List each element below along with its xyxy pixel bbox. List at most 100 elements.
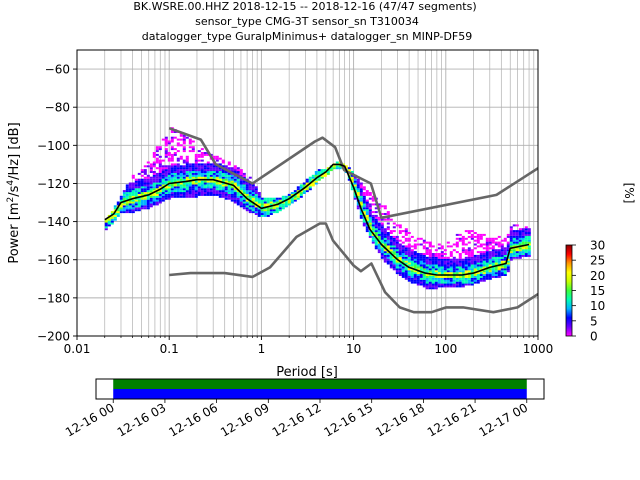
heatmap-cell xyxy=(305,186,309,189)
heatmap-cell xyxy=(374,226,378,229)
heatmap-cell xyxy=(431,270,435,273)
heatmap-cell xyxy=(401,270,405,273)
heatmap-cell xyxy=(359,190,363,193)
heatmap-cell xyxy=(140,174,144,177)
heatmap-cell xyxy=(389,237,393,240)
heatmap-cell xyxy=(164,136,168,139)
heatmap-cell xyxy=(104,218,108,221)
heatmap-cell xyxy=(260,211,264,214)
heatmap-cell xyxy=(437,256,441,259)
heatmap-cell xyxy=(233,193,237,196)
heatmap-cell xyxy=(308,180,312,183)
heatmap-cell xyxy=(266,214,270,217)
heatmap-cell xyxy=(182,192,186,194)
heatmap-cell xyxy=(152,165,156,168)
heatmap-cell xyxy=(131,211,135,214)
heatmap-cell xyxy=(134,178,138,181)
heatmap-cell xyxy=(509,245,513,248)
heatmap-cell xyxy=(407,254,411,257)
heatmap-cell xyxy=(257,211,261,214)
heatmap-cell xyxy=(230,193,234,196)
heatmap-cell xyxy=(449,281,453,284)
heatmap-cell xyxy=(167,180,171,183)
heatmap-cell xyxy=(368,224,372,227)
heatmap-cell xyxy=(143,182,147,185)
heatmap-cell xyxy=(377,226,381,229)
heatmap-cell xyxy=(251,207,255,210)
heatmap-cell xyxy=(443,272,447,275)
heatmap-cell xyxy=(488,275,492,278)
heatmap-cell xyxy=(293,192,297,194)
heatmap-cell xyxy=(176,144,180,147)
heatmap-cell xyxy=(437,283,441,286)
heatmap-cell xyxy=(476,237,480,240)
heatmap-cell xyxy=(413,254,417,257)
heatmap-cell xyxy=(428,262,432,265)
heatmap-cell xyxy=(485,254,489,257)
heatmap-cell xyxy=(470,283,474,286)
heatmap-cell xyxy=(272,207,276,210)
heatmap-cell xyxy=(242,176,246,179)
heatmap-cell xyxy=(473,264,477,267)
heatmap-cell xyxy=(137,199,141,202)
heatmap-cell xyxy=(314,180,318,183)
heatmap-cell xyxy=(188,186,192,189)
heatmap-cell xyxy=(218,186,222,189)
heatmap-cell xyxy=(185,169,189,172)
heatmap-cell xyxy=(239,169,243,172)
heatmap-cell xyxy=(266,213,270,215)
heatmap-cell xyxy=(461,262,465,265)
heatmap-cell xyxy=(503,237,507,240)
heatmap-cell xyxy=(410,256,414,259)
heatmap-cell xyxy=(146,178,150,181)
heatmap-cell xyxy=(392,245,396,248)
heatmap-cell xyxy=(407,279,411,282)
heatmap-cell xyxy=(215,172,219,175)
heatmap-cell xyxy=(203,190,207,193)
heatmap-cell xyxy=(173,180,177,183)
heatmap-cell xyxy=(398,266,402,269)
heatmap-cell xyxy=(206,190,210,193)
heatmap-cell xyxy=(179,174,183,177)
heatmap-cell xyxy=(239,180,243,183)
heatmap-cell xyxy=(416,253,420,255)
heatmap-cell xyxy=(428,254,432,257)
heatmap-cell xyxy=(353,176,357,179)
heatmap-cell xyxy=(239,203,243,206)
heatmap-cell xyxy=(398,249,402,252)
heatmap-cell xyxy=(467,279,471,282)
heatmap-cell xyxy=(371,214,375,217)
heatmap-cell xyxy=(359,184,363,187)
heatmap-cell xyxy=(473,266,477,269)
heatmap-cell xyxy=(368,222,372,225)
heatmap-cell xyxy=(392,251,396,254)
x-tick-label: 0.1 xyxy=(160,342,179,356)
heatmap-cell xyxy=(245,193,249,196)
heatmap-cell xyxy=(425,279,429,282)
heatmap-cell xyxy=(281,203,285,206)
heatmap-cell xyxy=(206,182,210,185)
heatmap-cell xyxy=(488,241,492,244)
heatmap-cell xyxy=(230,192,234,194)
heatmap-cell xyxy=(494,243,498,246)
heatmap-cell xyxy=(512,249,516,252)
heatmap-cell xyxy=(398,251,402,254)
heatmap-cell xyxy=(182,140,186,143)
heatmap-cell xyxy=(158,192,162,194)
heatmap-cell xyxy=(155,161,159,164)
heatmap-cell xyxy=(155,150,159,153)
heatmap-cell xyxy=(461,270,465,273)
heatmap-cell xyxy=(428,279,432,282)
heatmap-cell xyxy=(197,174,201,177)
heatmap-cell xyxy=(470,277,474,280)
heatmap-cell xyxy=(506,243,510,246)
heatmap-cell xyxy=(152,152,156,154)
heatmap-cell xyxy=(512,235,516,238)
heatmap-cell xyxy=(419,260,423,263)
heatmap-cell xyxy=(248,195,252,198)
heatmap-cell xyxy=(191,167,195,170)
heatmap-cell xyxy=(512,247,516,250)
heatmap-cell xyxy=(521,233,525,236)
heatmap-cell xyxy=(407,274,411,276)
heatmap-cell xyxy=(131,209,135,212)
